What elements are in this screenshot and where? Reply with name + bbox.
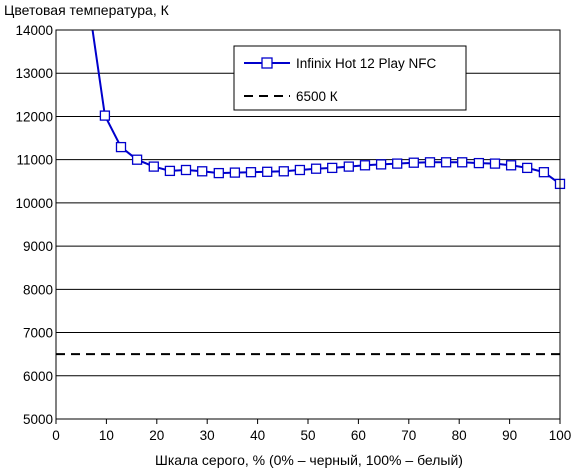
data-point-26 — [522, 162, 533, 174]
series-layer — [56, 30, 566, 356]
x-tick-label-90: 90 — [502, 428, 517, 443]
x-tick-label-40: 40 — [250, 428, 265, 443]
data-point-10 — [262, 166, 273, 177]
data-point-1 — [115, 141, 127, 153]
y-tick-label-12000: 12000 — [15, 109, 53, 124]
x-axis-title: Шкала серого, % (0% – черный, 100% – бел… — [155, 452, 463, 468]
data-point-0 — [99, 110, 111, 121]
data-point-15 — [343, 161, 354, 172]
y-tick-label-13000: 13000 — [15, 66, 53, 81]
x-tick-label-20: 20 — [149, 428, 164, 443]
y-tick-label-11000: 11000 — [16, 153, 53, 168]
data-point-7 — [213, 167, 224, 179]
x-tick-label-0: 0 — [52, 428, 60, 443]
x-tick-label-70: 70 — [401, 428, 416, 443]
data-point-4 — [164, 165, 176, 177]
x-tick-label-60: 60 — [351, 428, 366, 443]
data-point-18 — [392, 158, 403, 169]
y-tick-label-7000: 7000 — [23, 326, 53, 341]
data-point-2 — [131, 154, 143, 165]
data-point-19 — [408, 157, 419, 168]
x-tick-label-80: 80 — [452, 428, 467, 443]
data-point-16 — [359, 160, 371, 171]
legend-label-series-0: Infinix Hot 12 Play NFC — [296, 56, 437, 71]
axis-ticks: 5000 6000 7000 8000 9000 10000 11000 12000 13000… — [15, 23, 571, 443]
data-point-21 — [440, 157, 452, 168]
data-point-22 — [457, 157, 468, 168]
x-tick-label-10: 10 — [99, 428, 114, 443]
y-tick-label-10000: 10000 — [15, 196, 53, 211]
y-tick-label-9000: 9000 — [23, 239, 53, 254]
data-point-24 — [489, 158, 501, 169]
data-point-23 — [473, 157, 485, 169]
data-point-27 — [538, 167, 550, 178]
legend-label-series-1: 6500 К — [296, 89, 338, 104]
x-tick-label-50: 50 — [300, 428, 315, 443]
data-point-20 — [424, 157, 436, 168]
data-point-8 — [229, 167, 241, 178]
data-point-14 — [327, 162, 338, 174]
y-tick-label-5000: 5000 — [23, 412, 53, 427]
x-tick-label-30: 30 — [200, 428, 215, 443]
data-point-13 — [310, 163, 322, 174]
data-point-17 — [375, 159, 387, 170]
data-point-6 — [197, 166, 208, 177]
data-point-12 — [294, 164, 306, 176]
legend-box — [233, 45, 467, 111]
legend-swatch-marker-series-0 — [261, 57, 273, 69]
data-point-9 — [245, 167, 257, 178]
legend: Infinix Hot 12 Play NFC 6500 К — [233, 45, 467, 111]
y-tick-label-8000: 8000 — [23, 282, 53, 297]
data-point-3 — [148, 161, 159, 172]
data-point-11 — [278, 166, 289, 177]
y-tick-label-6000: 6000 — [23, 369, 53, 384]
y-tick-label-14000: 14000 — [15, 23, 53, 38]
x-tick-label-100: 100 — [549, 428, 572, 443]
y-axis-title: Цветовая температура, К — [4, 2, 170, 18]
data-point-25 — [505, 160, 517, 171]
data-point-5 — [180, 164, 192, 176]
